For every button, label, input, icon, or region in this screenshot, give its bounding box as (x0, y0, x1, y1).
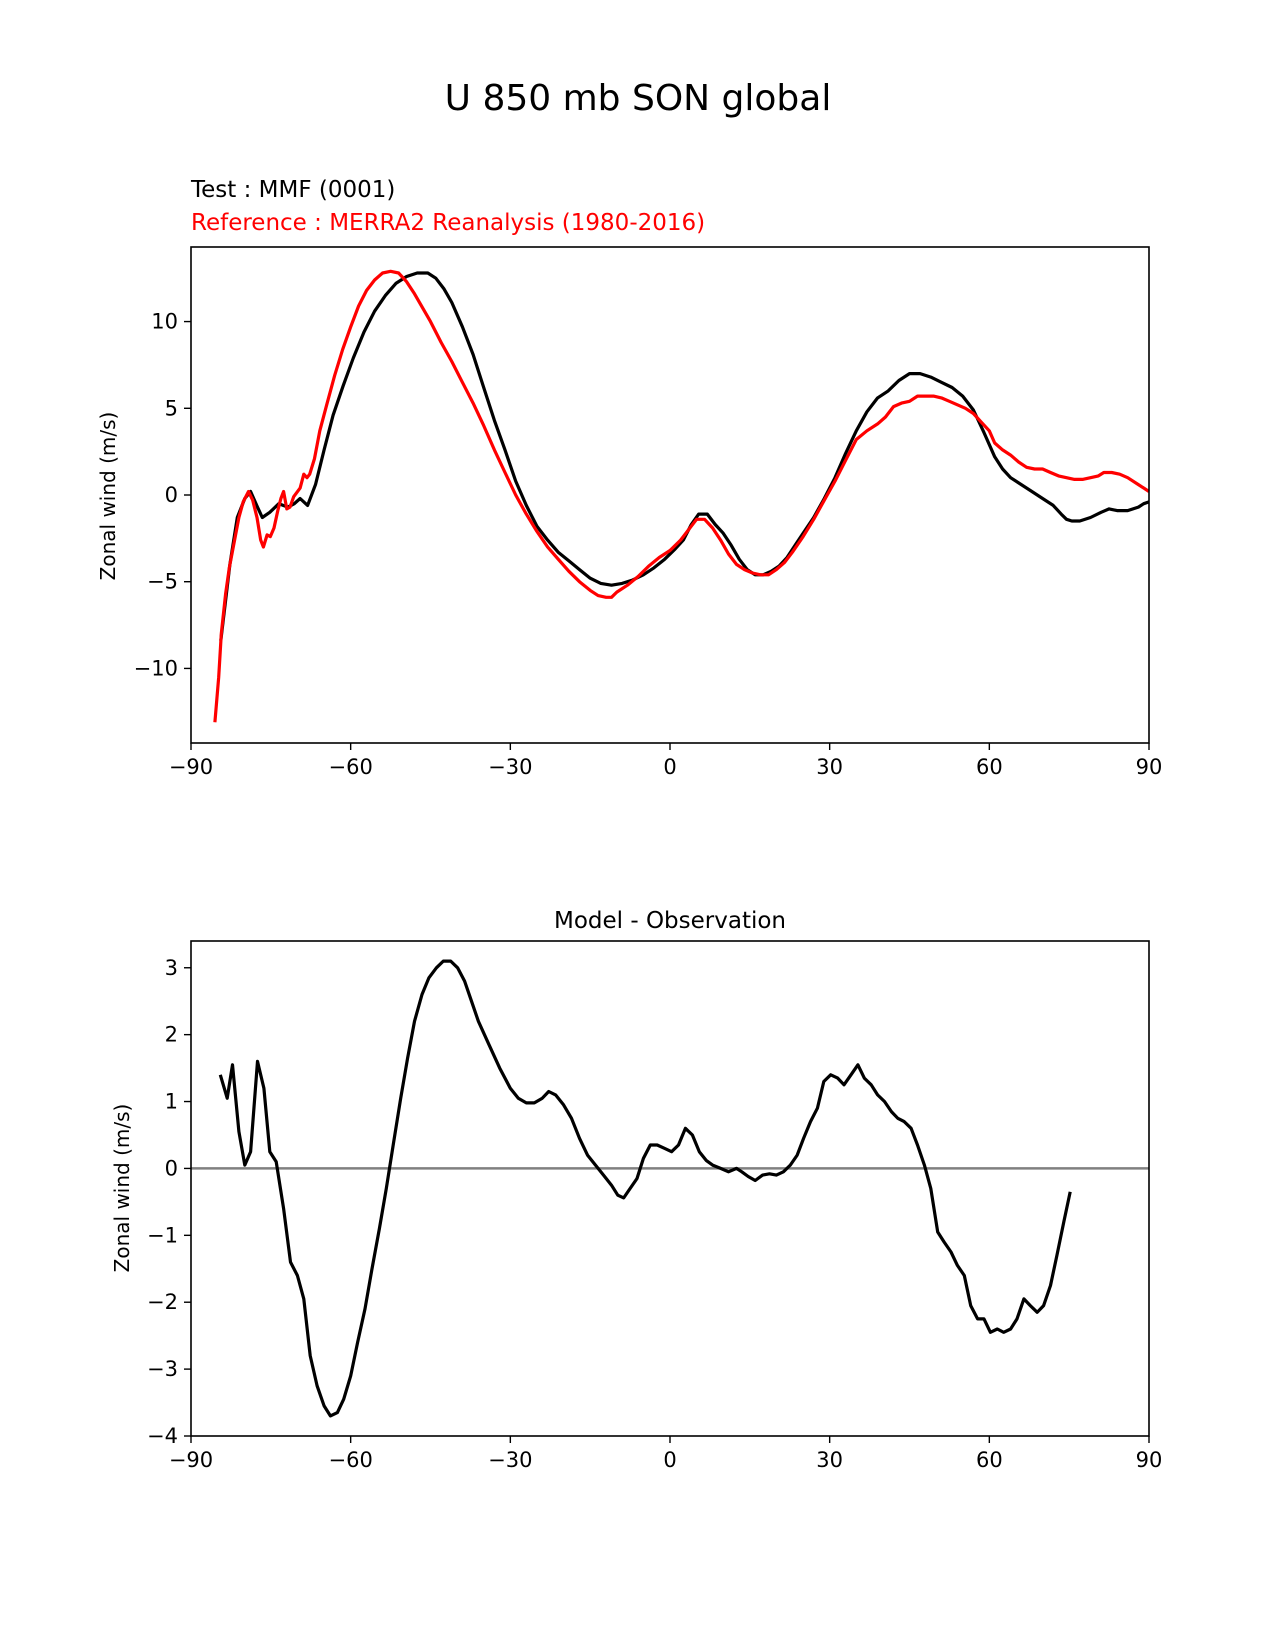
bottom-y-tick-label: 2 (165, 1023, 178, 1047)
bottom-series-difference (218, 959, 1072, 1418)
top-x-tick-label: 90 (1136, 755, 1163, 779)
test-label: Test : MMF (0001) (190, 177, 395, 203)
bottom-x-tick-label: 30 (816, 1448, 843, 1472)
top-series-reference (213, 269, 1150, 723)
bottom-x-tick-label: 60 (976, 1448, 1003, 1472)
top-y-tick-label: 10 (151, 310, 178, 334)
bottom-y-tick-label: 0 (165, 1156, 178, 1180)
top-y-tick-label: 5 (165, 396, 178, 420)
bottom-y-axis-label: Zonal wind (m/s) (110, 1104, 134, 1273)
bottom-y-tick-label: −3 (147, 1357, 178, 1381)
top-lines (213, 269, 1150, 723)
top-series-test (219, 271, 1150, 641)
bottom-x-tick-label: 90 (1136, 1448, 1163, 1472)
bottom-ticks: −90 −60 −30 0 30 60 90 −4 −3 −2 −1 0 1 2 3 (147, 956, 1162, 1472)
bottom-y-tick-label: −2 (147, 1290, 178, 1314)
bottom-x-tick-label: 0 (663, 1448, 676, 1472)
top-y-tick-label: −5 (147, 570, 178, 594)
figure-suptitle: U 850 mb SON global (445, 78, 832, 119)
top-x-tick-label: 30 (816, 755, 843, 779)
top-y-tick-label: −10 (134, 656, 178, 680)
top-y-tick-label: 0 (165, 483, 178, 507)
top-panel: Test : MMF (0001) Reference : MERRA2 Rea… (96, 177, 1162, 779)
reference-label: Reference : MERRA2 Reanalysis (1980-2016… (191, 210, 705, 236)
bottom-plot-frame (190, 940, 1150, 1437)
top-plot-frame (190, 246, 1150, 744)
bottom-lines (191, 959, 1149, 1418)
bottom-y-tick-label: 1 (165, 1090, 178, 1114)
top-x-tick-label: 60 (976, 755, 1003, 779)
top-x-tick-label: −90 (169, 755, 213, 779)
bottom-y-tick-label: −4 (147, 1424, 178, 1448)
bottom-y-tick-label: 3 (165, 956, 178, 980)
top-x-tick-label: −60 (329, 755, 373, 779)
bottom-x-tick-label: −30 (488, 1448, 532, 1472)
top-x-tick-label: 0 (663, 755, 676, 779)
bottom-panel-title: Model - Observation (554, 908, 786, 934)
bottom-x-tick-label: −90 (169, 1448, 213, 1472)
bottom-x-tick-label: −60 (329, 1448, 373, 1472)
top-y-axis-label: Zonal wind (m/s) (96, 412, 120, 581)
bottom-y-tick-label: −1 (147, 1223, 178, 1247)
top-ticks: −90 −60 −30 0 30 60 90 −10 −5 0 5 10 (134, 310, 1163, 779)
bottom-panel: Model - Observation Zonal wind (m/s) −90… (110, 908, 1162, 1472)
top-x-tick-label: −30 (488, 755, 532, 779)
